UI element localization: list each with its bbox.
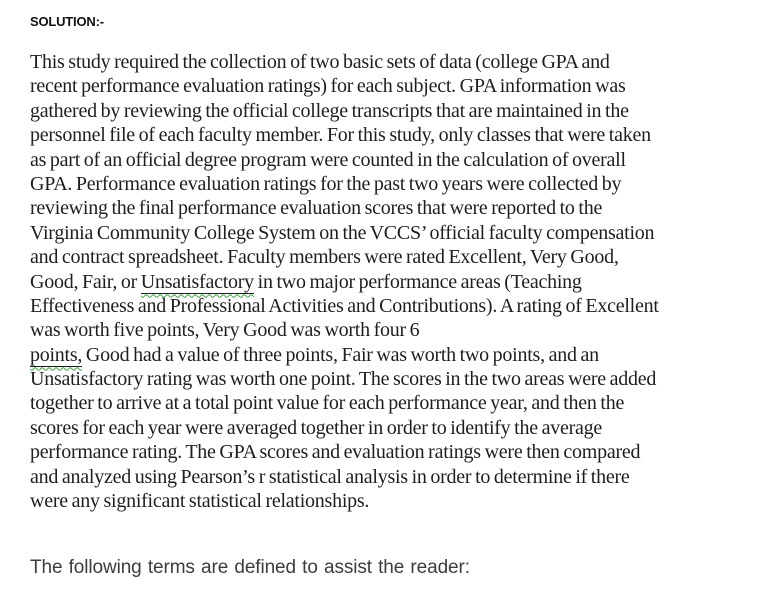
paragraph-line: Good, Fair, or Unsatisfactory in two maj…	[30, 270, 781, 294]
paragraph-line: performance rating. The GPA scores and e…	[30, 441, 641, 464]
paragraph-line: together to arrive at a total point valu…	[30, 392, 625, 415]
underlined-word-points: points,	[30, 343, 83, 367]
paragraph-line: as part of an official degree program we…	[30, 148, 626, 171]
underlined-word-unsatisfactory: Unsatisfactory	[140, 270, 254, 294]
paragraph-line: This study required the collection of tw…	[30, 51, 610, 73]
body-paragraph: This study required the collection of tw…	[30, 50, 781, 513]
paragraph-line: recent performance evaluation ratings) f…	[30, 75, 626, 98]
paragraph-line: Effectiveness and Professional Activitie…	[30, 294, 659, 317]
line-segment: Good, Fair, or	[30, 270, 141, 293]
paragraph-line: was worth five points, Very Good was wor…	[30, 319, 420, 342]
paragraph-line: were any significant statistical relatio…	[30, 490, 370, 513]
paragraph-line: scores for each year were averaged toget…	[30, 416, 603, 439]
paragraph-line: reviewing the final performance evaluati…	[30, 197, 603, 220]
line-segment: in two major performance areas (Teaching	[253, 270, 582, 293]
paragraph-line: Virginia Community College System on the…	[30, 221, 655, 244]
paragraph-line: personnel file of each faculty member. F…	[30, 124, 651, 147]
paragraph-line: points, Good had a value of three points…	[30, 343, 781, 367]
footer-note: The following terms are defined to assis…	[30, 557, 470, 579]
solution-heading: SOLUTION:-	[30, 14, 104, 29]
paragraph-line: Unsatisfactory rating was worth one poin…	[30, 368, 657, 391]
paragraph-line: and analyzed using Pearson’s r statistic…	[30, 465, 630, 488]
paragraph-line: GPA. Performance evaluation ratings for …	[30, 172, 622, 195]
paragraph-line: gathered by reviewing the official colle…	[30, 99, 629, 122]
paragraph-line: and contract spreadsheet. Faculty member…	[30, 246, 619, 269]
line-segment: Good had a value of three points, Fair w…	[82, 343, 599, 366]
